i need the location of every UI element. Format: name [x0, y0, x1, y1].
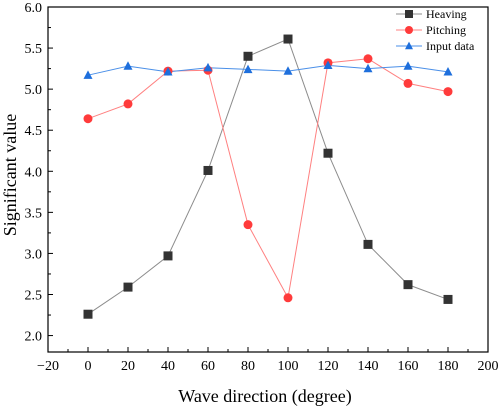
y-tick-label: 5.5	[25, 42, 43, 57]
legend-marker-heaving	[405, 10, 413, 18]
y-tick-label: 6.0	[25, 1, 43, 16]
y-tick-label: 5.0	[25, 83, 43, 98]
y-tick-label: 3.5	[25, 206, 43, 221]
heaving-point	[403, 280, 413, 290]
x-tick-label: 40	[161, 359, 175, 374]
heaving-point	[283, 34, 293, 44]
heaving-point	[123, 282, 133, 292]
heaving-point	[443, 294, 453, 304]
y-tick-label: 3.0	[25, 247, 43, 262]
y-tick-label: 4.0	[25, 165, 43, 180]
legend-label-input-data: Input data	[426, 39, 475, 53]
heaving-point	[363, 239, 373, 249]
x-tick-label: 140	[358, 359, 379, 374]
x-tick-label: −20	[37, 359, 59, 374]
y-tick-label: 2.5	[25, 289, 43, 304]
input-data-point	[163, 67, 173, 76]
y-axis-title: Significant value	[0, 114, 20, 236]
input-data-point	[83, 70, 93, 79]
heaving-point	[83, 309, 93, 319]
pitching-point	[363, 54, 373, 64]
heaving-point	[203, 165, 213, 175]
legend-label-pitching: Pitching	[426, 23, 466, 37]
plot-frame	[47, 6, 489, 353]
pitching-point	[283, 293, 293, 303]
legend-marker-input-data	[405, 41, 413, 50]
legend-marker-pitching	[405, 26, 413, 34]
input-data-point	[443, 67, 453, 76]
pitching-point	[403, 78, 413, 88]
pitching-point	[123, 99, 133, 109]
input-data-point	[123, 61, 133, 70]
legend-label-heaving: Heaving	[426, 7, 467, 21]
input-data-point	[323, 60, 333, 69]
pitching-point	[443, 87, 453, 97]
input-data-series-line	[87, 64, 449, 76]
x-axis-title: Wave direction (degree)	[178, 386, 351, 407]
x-tick-label: 160	[398, 359, 419, 374]
input-data-point	[283, 66, 293, 75]
x-tick-label: 180	[438, 359, 459, 374]
x-tick-label: 120	[318, 359, 339, 374]
y-tick-label: 4.5	[25, 124, 43, 139]
x-tick-label: 200	[478, 359, 498, 374]
input-data-point	[243, 64, 253, 74]
pitching-series-line	[87, 58, 449, 300]
input-data-point	[403, 61, 413, 70]
heaving-series-line	[87, 38, 449, 315]
input-data-point	[203, 62, 213, 72]
heaving-point	[163, 251, 173, 261]
y-tick-label: 2.0	[25, 330, 43, 345]
x-tick-label: 60	[201, 359, 215, 374]
x-tick-label: 0	[85, 359, 92, 374]
x-tick-label: 100	[278, 359, 299, 374]
pitching-point	[243, 220, 253, 230]
x-tick-label: 80	[241, 359, 255, 374]
pitching-point	[83, 114, 93, 124]
input-data-point	[363, 63, 373, 73]
heaving-point	[323, 148, 333, 158]
x-tick-label: 20	[121, 359, 135, 374]
heaving-point	[243, 51, 253, 61]
